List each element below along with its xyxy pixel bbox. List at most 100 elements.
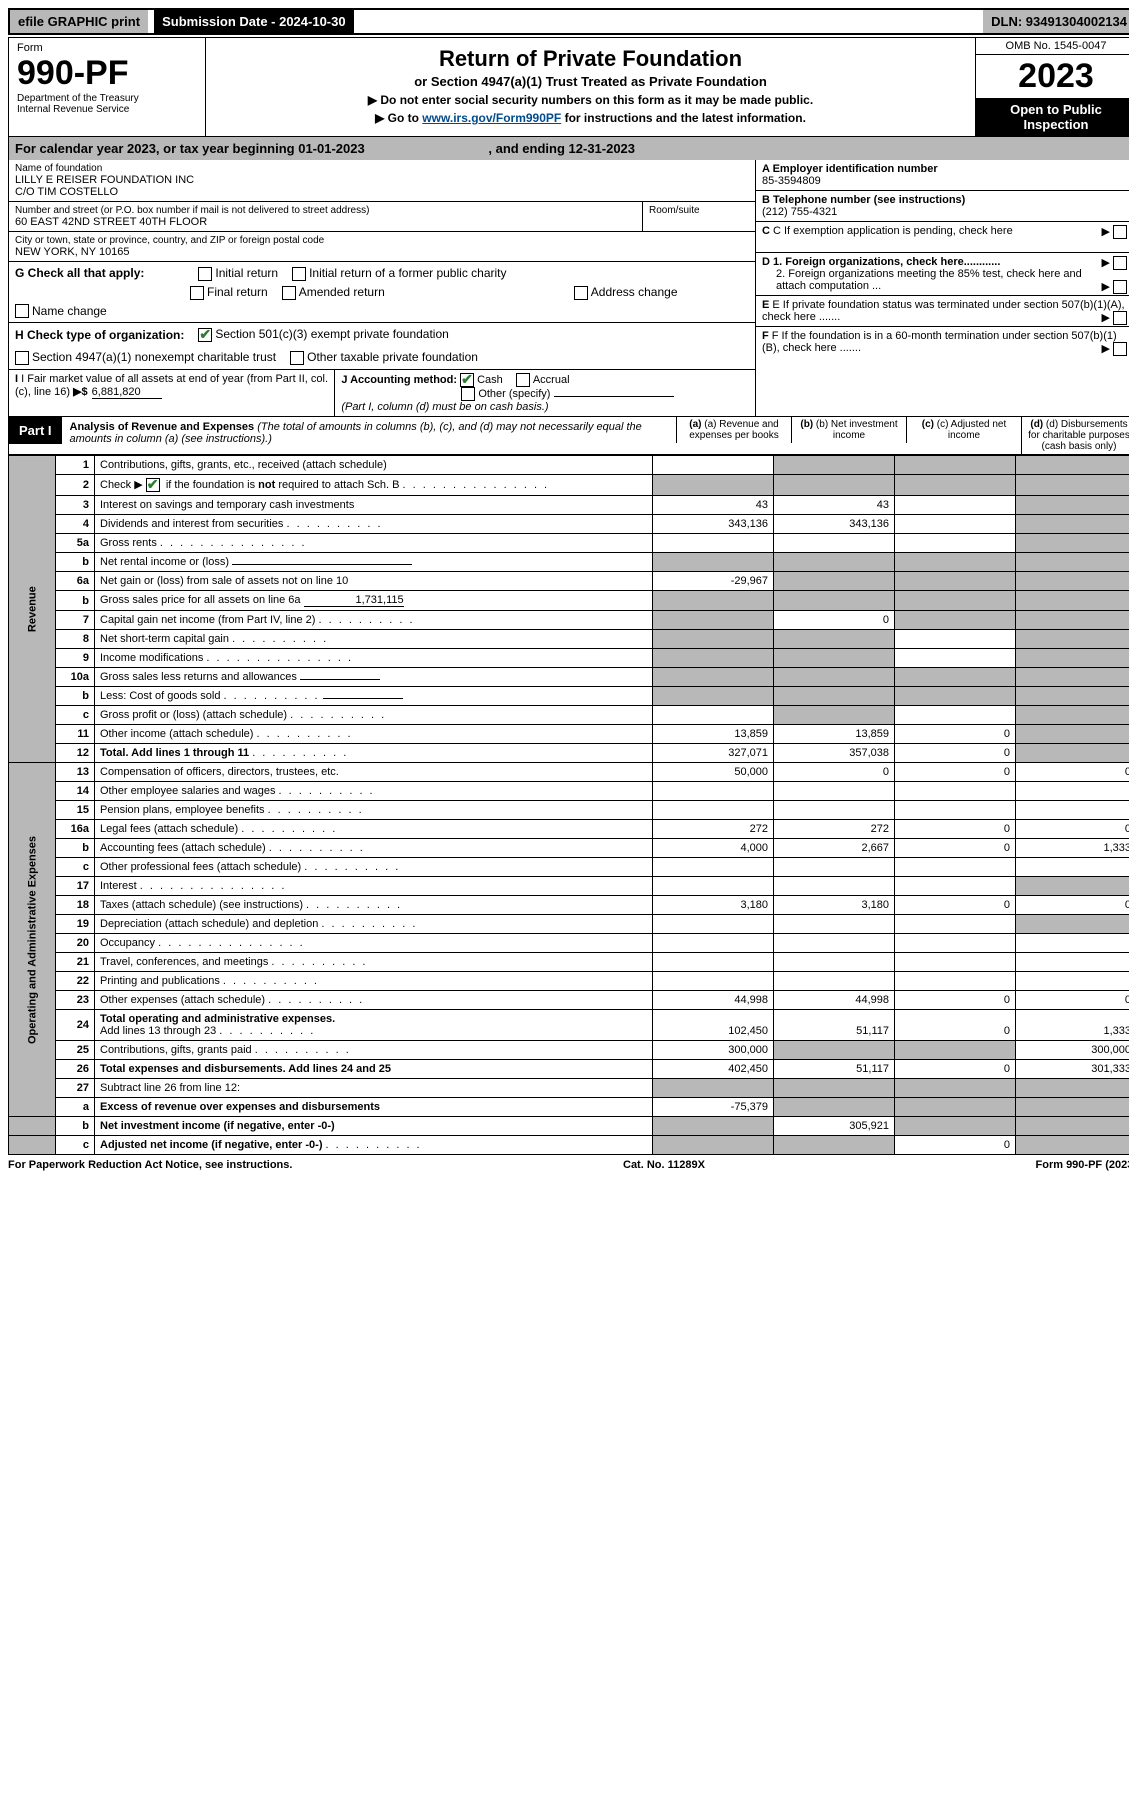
r15-d — [1016, 801, 1129, 820]
row-6a: 6a Net gain or (loss) from sale of asset… — [9, 572, 1129, 591]
r26-c: 0 — [895, 1060, 1016, 1079]
r4-d — [1016, 515, 1129, 534]
r5b-a — [653, 553, 774, 572]
col-d-text: (d) Disbursements for charitable purpose… — [1028, 419, 1129, 452]
r26-d: 301,333 — [1016, 1060, 1129, 1079]
r16c-d — [1016, 858, 1129, 877]
row-23: 23 Other expenses (attach schedule) 44,9… — [9, 991, 1129, 1010]
c-check[interactable] — [1113, 225, 1127, 239]
d2-check[interactable] — [1113, 280, 1127, 294]
num-6a: 6a — [56, 572, 95, 591]
num-4: 4 — [56, 515, 95, 534]
desc-23: Other expenses (attach schedule) — [95, 991, 653, 1010]
num-8: 8 — [56, 630, 95, 649]
r16b-a: 4,000 — [653, 839, 774, 858]
r11-b: 13,859 — [774, 725, 895, 744]
r17-b — [774, 877, 895, 896]
r26-text: Total expenses and disbursements. Add li… — [100, 1063, 391, 1075]
desc-16a: Legal fees (attach schedule) — [95, 820, 653, 839]
e-label: E If private foundation status was termi… — [762, 299, 1125, 323]
desc-6b: Gross sales price for all assets on line… — [95, 591, 653, 611]
d1-check[interactable] — [1113, 256, 1127, 270]
r17-text: Interest — [100, 880, 137, 892]
row-22: 22 Printing and publications — [9, 972, 1129, 991]
h-opt2: Section 4947(a)(1) nonexempt charitable … — [32, 350, 276, 364]
g-initial-check[interactable] — [198, 267, 212, 281]
h-other-check[interactable] — [290, 351, 304, 365]
r5a-text: Gross rents — [100, 537, 157, 549]
r21-c — [895, 953, 1016, 972]
r10b-b — [774, 687, 895, 706]
h-501c3-check[interactable] — [198, 328, 212, 342]
efile-label[interactable]: efile GRAPHIC print — [10, 10, 148, 33]
r11-c: 0 — [895, 725, 1016, 744]
r19-a — [653, 915, 774, 934]
calendar-year-row: For calendar year 2023, or tax year begi… — [8, 137, 1129, 160]
street-cell: Number and street (or P.O. box number if… — [9, 202, 643, 231]
r5a-c — [895, 534, 1016, 553]
col-b-text: (b) Net investment income — [816, 419, 898, 441]
r27a-a: -75,379 — [653, 1098, 774, 1117]
r27c-b — [774, 1136, 895, 1155]
c-arrow: ▶ — [1101, 226, 1109, 238]
g-former-check[interactable] — [292, 267, 306, 281]
row-16b: b Accounting fees (attach schedule) 4,00… — [9, 839, 1129, 858]
j-other-check[interactable] — [461, 387, 475, 401]
header-right: OMB No. 1545-0047 2023 Open to Public In… — [975, 38, 1129, 136]
j-accrual-check[interactable] — [516, 373, 530, 387]
r23-b: 44,998 — [774, 991, 895, 1010]
r2-b-text: if the foundation is not required to att… — [166, 479, 400, 491]
j-cell: J Accounting method: Cash Accrual Other … — [335, 370, 755, 416]
r24-a: 102,450 — [653, 1010, 774, 1041]
row-8: 8 Net short-term capital gain — [9, 630, 1129, 649]
r3-a: 43 — [653, 496, 774, 515]
desc-8: Net short-term capital gain — [95, 630, 653, 649]
r16c-c — [895, 858, 1016, 877]
g-final-check[interactable] — [190, 286, 204, 300]
r13-c: 0 — [895, 763, 1016, 782]
row-2: 2 Check ▶ if the foundation is not requi… — [9, 475, 1129, 496]
j-note: (Part I, column (d) must be on cash basi… — [341, 401, 548, 413]
g-opt-5: Name change — [32, 304, 107, 318]
f-check[interactable] — [1113, 342, 1127, 356]
r16b-text: Accounting fees (attach schedule) — [100, 842, 266, 854]
row-9: 9 Income modifications — [9, 649, 1129, 668]
r18-b: 3,180 — [774, 896, 895, 915]
g-row: G Check all that apply: Initial return I… — [9, 262, 755, 323]
r10a-c — [895, 668, 1016, 687]
foundation-name-2: C/O TIM COSTELLO — [15, 186, 749, 198]
city-cell: City or town, state or province, country… — [9, 232, 755, 262]
r23-c: 0 — [895, 991, 1016, 1010]
r21-b — [774, 953, 895, 972]
r4-b: 343,136 — [774, 515, 895, 534]
city-value: NEW YORK, NY 10165 — [15, 246, 749, 258]
desc-18: Taxes (attach schedule) (see instruction… — [95, 896, 653, 915]
g-amended-check[interactable] — [282, 286, 296, 300]
g-opt-3: Amended return — [299, 285, 385, 299]
calyear-b: , and ending 12-31-2023 — [488, 141, 635, 156]
g-name-check[interactable] — [15, 304, 29, 318]
r6a-b — [774, 572, 895, 591]
h-4947-check[interactable] — [15, 351, 29, 365]
j-cash-check[interactable] — [460, 373, 474, 387]
g-label: G Check all that apply: — [15, 266, 144, 280]
r24-c: 0 — [895, 1010, 1016, 1041]
form-link[interactable]: www.irs.gov/Form990PF — [422, 111, 561, 125]
r8-a — [653, 630, 774, 649]
e-check[interactable] — [1113, 311, 1127, 325]
r7-d — [1016, 611, 1129, 630]
r2-check[interactable] — [146, 478, 160, 492]
address-row: Number and street (or P.O. box number if… — [9, 202, 755, 232]
r14-text: Other employee salaries and wages — [100, 785, 275, 797]
row-26: 26 Total expenses and disbursements. Add… — [9, 1060, 1129, 1079]
desc-10c: Gross profit or (loss) (attach schedule) — [95, 706, 653, 725]
row-15: 15 Pension plans, employee benefits — [9, 801, 1129, 820]
submission-date: Submission Date - 2024-10-30 — [148, 10, 360, 33]
r9-a — [653, 649, 774, 668]
room-cell: Room/suite — [643, 202, 755, 231]
r10c-a — [653, 706, 774, 725]
r6b-c — [895, 591, 1016, 611]
g-address-check[interactable] — [574, 286, 588, 300]
r1-a — [653, 456, 774, 475]
r10b-c — [895, 687, 1016, 706]
